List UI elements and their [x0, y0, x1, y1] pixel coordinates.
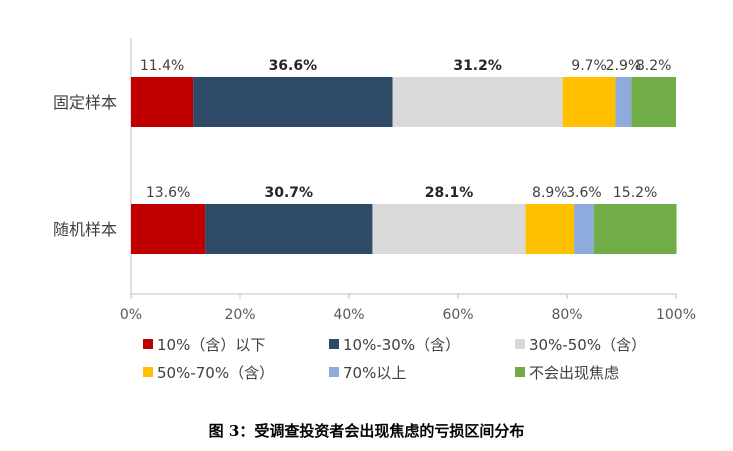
x-tick-label: 20%	[224, 307, 255, 323]
bar-segment	[205, 204, 373, 254]
bar-segment	[193, 77, 393, 127]
x-tick-label: 60%	[442, 307, 473, 323]
data-label: 11.4%	[140, 58, 184, 74]
data-label: 28.1%	[425, 185, 474, 201]
category-label: 随机样本	[53, 220, 117, 239]
legend-swatch	[329, 339, 339, 349]
data-label: 31.2%	[453, 58, 502, 74]
bar-segment	[615, 77, 632, 127]
legend-label: 50%-70%（含）	[157, 364, 274, 382]
data-label: 3.6%	[566, 185, 602, 201]
data-label: 36.6%	[269, 58, 318, 74]
x-tick-label: 0%	[120, 307, 142, 323]
legend-label: 10%-30%（含）	[343, 336, 460, 354]
legend-label: 70%以上	[343, 364, 406, 382]
legend-swatch	[329, 367, 339, 377]
legend-swatch	[515, 367, 525, 377]
legend-swatch	[143, 339, 153, 349]
data-label: 13.6%	[146, 185, 190, 201]
bar-segment	[631, 77, 676, 127]
bar-segment	[574, 204, 594, 254]
legend-swatch	[515, 339, 525, 349]
legend-label: 10%（含）以下	[157, 336, 265, 354]
x-tick-label: 100%	[656, 307, 696, 323]
x-tick-label: 40%	[333, 307, 364, 323]
legend-swatch	[143, 367, 153, 377]
legend-label: 30%-50%（含）	[529, 336, 646, 354]
data-label: 8.9%	[532, 185, 568, 201]
legend-label: 不会出现焦虑	[529, 364, 619, 382]
bar-segment	[131, 204, 206, 254]
category-label: 固定样本	[53, 93, 117, 112]
data-label: 15.2%	[613, 185, 657, 201]
bar-segment	[392, 77, 563, 127]
data-label: 9.7%	[571, 58, 607, 74]
bar-segment	[525, 204, 575, 254]
bar-segment	[131, 77, 194, 127]
figure-caption: 图 3：受调查投资者会出现焦虑的亏损区间分布	[208, 422, 525, 440]
data-label: 2.9%	[606, 58, 642, 74]
bar-segment	[562, 77, 616, 127]
bar-segment	[593, 204, 677, 254]
x-tick-label: 80%	[551, 307, 582, 323]
data-label: 30.7%	[264, 185, 313, 201]
data-label: 8.2%	[636, 58, 672, 74]
bar-segment	[372, 204, 526, 254]
